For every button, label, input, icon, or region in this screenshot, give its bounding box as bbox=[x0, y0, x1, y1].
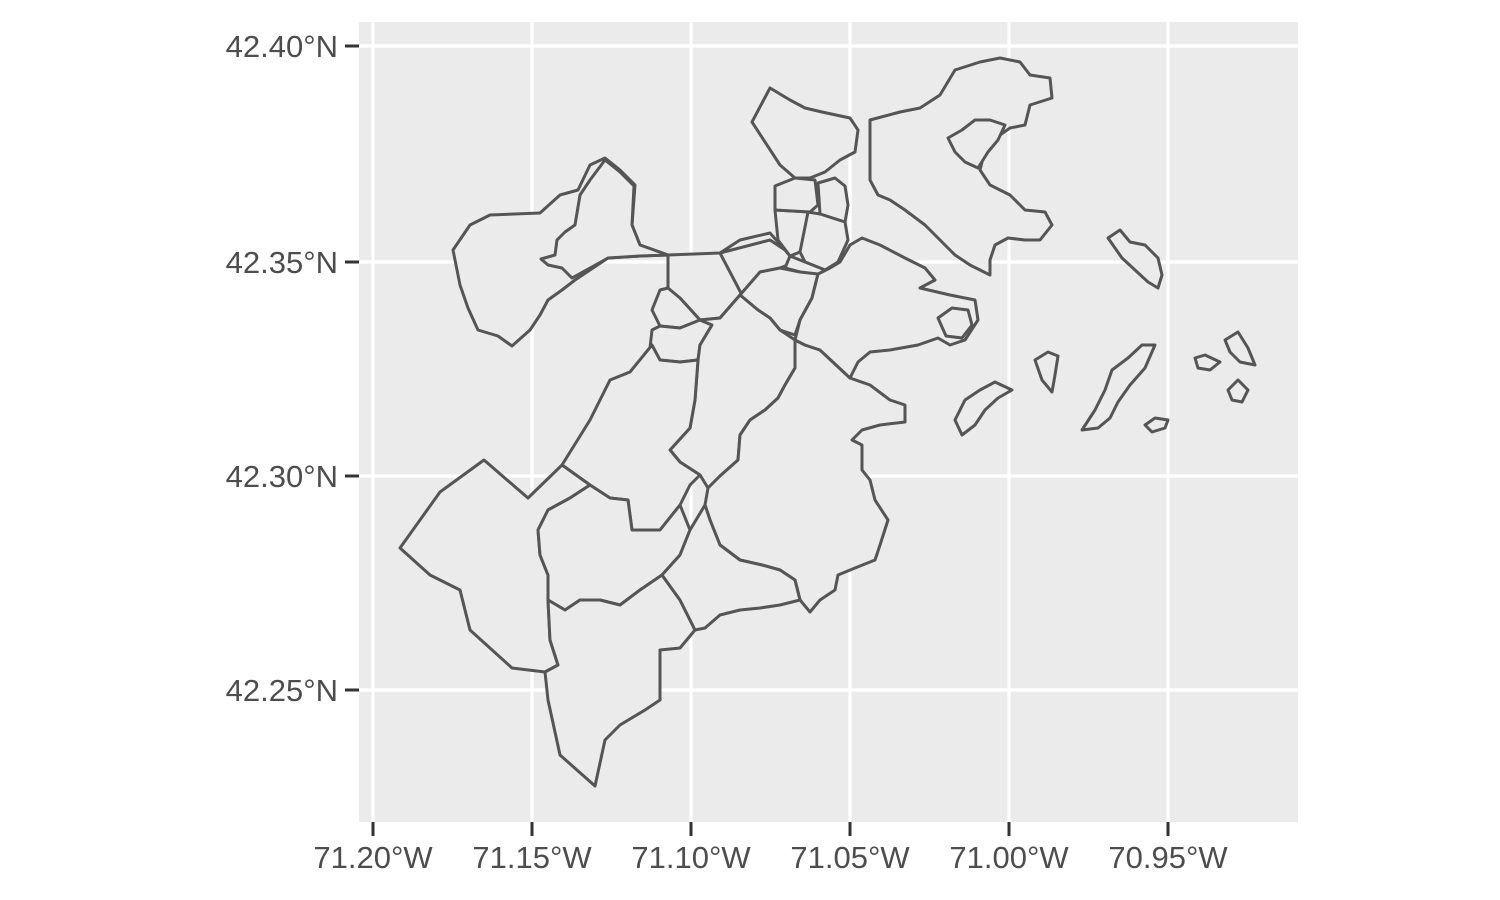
region-harbor-island-small-2 bbox=[1193, 353, 1222, 372]
region-dorchester bbox=[703, 338, 907, 614]
y-tick-label: 42.35°N bbox=[226, 245, 338, 280]
region-west-end bbox=[773, 176, 820, 214]
x-tick-label: 71.10°W bbox=[631, 840, 751, 875]
region-harbor-island-small-1 bbox=[1143, 416, 1170, 434]
region-charlestown bbox=[750, 86, 860, 180]
y-tick-label: 42.40°N bbox=[226, 29, 338, 64]
x-tick-label: 71.05°W bbox=[790, 840, 910, 875]
y-axis: 42.40°N 42.35°N 42.30°N 42.25°N bbox=[226, 29, 359, 708]
region-harbor-island-long bbox=[1080, 343, 1157, 432]
region-harbor-island-small-4 bbox=[1226, 378, 1250, 404]
x-tick-label: 70.95°W bbox=[1108, 840, 1228, 875]
region-harbor-island-small-3 bbox=[1223, 330, 1257, 367]
x-tick-label: 71.15°W bbox=[472, 840, 592, 875]
region-mattapan bbox=[660, 503, 802, 632]
x-tick-label: 71.20°W bbox=[313, 840, 433, 875]
region-castle-island bbox=[936, 306, 974, 340]
region-airport-inlet bbox=[946, 118, 1007, 170]
region-harbor-island-thompson bbox=[1033, 350, 1060, 394]
y-tick-label: 42.25°N bbox=[226, 673, 338, 708]
x-axis: 71.20°W 71.15°W 71.10°W 71.05°W 71.00°W … bbox=[313, 822, 1228, 875]
region-harbor-island-deer bbox=[1106, 228, 1164, 290]
neighborhood-regions bbox=[398, 56, 1257, 788]
region-harbor-island-spectacle bbox=[953, 380, 1014, 437]
region-south-boston bbox=[793, 236, 980, 380]
region-hyde-park bbox=[543, 573, 697, 788]
y-tick-label: 42.30°N bbox=[226, 459, 338, 494]
x-tick-label: 71.00°W bbox=[949, 840, 1069, 875]
region-east-boston bbox=[868, 56, 1054, 277]
region-allston bbox=[539, 158, 670, 280]
